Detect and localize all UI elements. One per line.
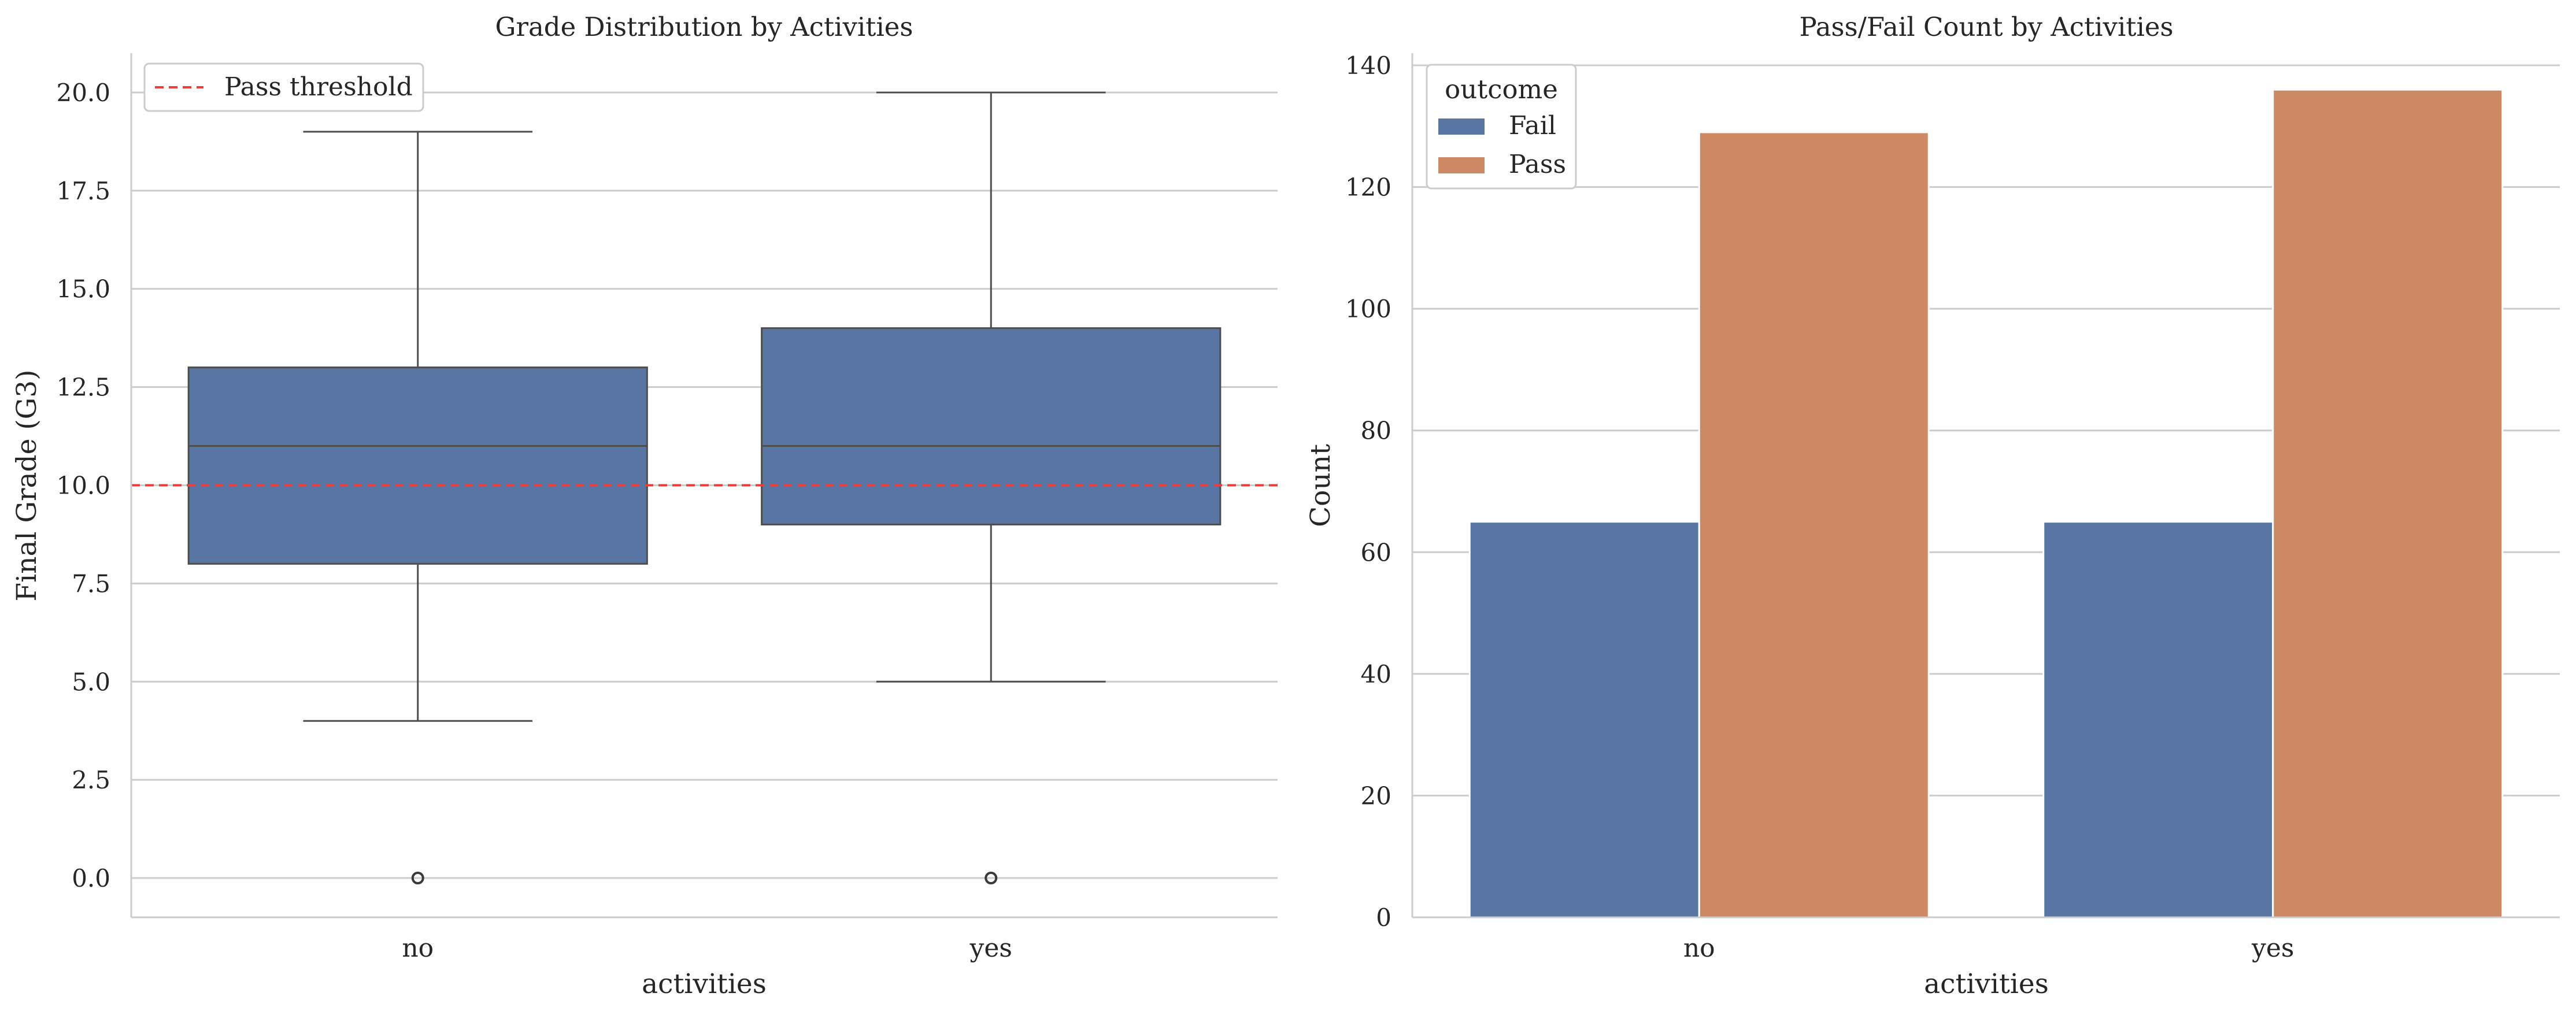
box-plot-y-ticks: 0.0 2.5 5.0 7.5 10.0 12.5 15.0 17.5 20.0 (56, 79, 110, 892)
legend-threshold-label: Pass threshold (224, 72, 413, 102)
x-tick-label: yes (2251, 933, 2294, 963)
x-tick-label: no (402, 933, 434, 963)
bar-chart-panel: Pass/Fail Count by Activities 0 20 40 60 80 1… (1305, 12, 2560, 1000)
y-tick-label: 20.0 (56, 79, 110, 107)
box-plot-panel: Grade Distribution by Activities 0.0 2.5 5… (11, 12, 1278, 1000)
box-body (761, 327, 1222, 525)
bar-pass-no (1698, 131, 1930, 918)
y-tick-label: 20 (1361, 781, 1391, 810)
box-plot-title: Grade Distribution by Activities (495, 12, 913, 42)
y-tick-label: 10.0 (56, 472, 110, 500)
bar-chart-title: Pass/Fail Count by Activities (1799, 12, 2173, 42)
y-tick-label: 2.5 (72, 766, 110, 794)
legend-title: outcome (1445, 74, 1558, 105)
box-plot-marks (131, 91, 1278, 885)
bar-pass-yes (2272, 88, 2504, 918)
y-tick-label: 120 (1345, 173, 1391, 202)
y-tick-label: 5.0 (72, 668, 110, 696)
bar-chart-ylabel: Count (1305, 444, 1337, 527)
bar-chart-legend: outcome Fail Pass (1426, 64, 1577, 190)
x-tick-label: yes (969, 933, 1012, 963)
bar-chart-x-ticks: no yes (1683, 933, 2294, 963)
y-tick-label: 140 (1345, 51, 1391, 80)
legend-frame (143, 62, 424, 112)
box-plot-legend: Pass threshold (143, 62, 424, 112)
outlier-point (411, 872, 424, 885)
legend-fail-label: Fail (1509, 111, 1556, 140)
x-tick-label: no (1683, 933, 1715, 963)
y-tick-label: 7.5 (72, 569, 110, 598)
legend-fail-swatch (1438, 118, 1485, 135)
legend-pass-label: Pass (1509, 150, 1566, 179)
bar-chart-bars (1468, 88, 2504, 918)
box-body (187, 366, 648, 565)
box-yes (761, 91, 1222, 885)
y-tick-label: 100 (1345, 295, 1391, 323)
bar-chart-xlabel: activities (1924, 968, 2049, 1000)
outlier-point (984, 872, 998, 885)
box-no (187, 131, 648, 885)
y-tick-label: 17.5 (56, 177, 110, 205)
y-tick-label: 0 (1376, 903, 1391, 932)
y-tick-label: 0.0 (72, 864, 110, 892)
box-plot-x-ticks: no yes (402, 933, 1012, 963)
y-tick-label: 15.0 (56, 275, 110, 303)
y-tick-label: 80 (1361, 417, 1391, 445)
box-plot-xlabel: activities (642, 968, 767, 1000)
y-tick-label: 60 (1361, 538, 1391, 566)
y-tick-label: 40 (1361, 660, 1391, 688)
y-tick-label: 12.5 (56, 373, 110, 402)
bar-chart-y-ticks: 0 20 40 60 80 100 120 140 (1345, 51, 1391, 932)
bar-fail-yes (2042, 521, 2274, 918)
box-plot-ylabel: Final Grade (G3) (11, 370, 43, 602)
legend-pass-swatch (1438, 157, 1485, 173)
bar-fail-no (1468, 521, 1700, 918)
